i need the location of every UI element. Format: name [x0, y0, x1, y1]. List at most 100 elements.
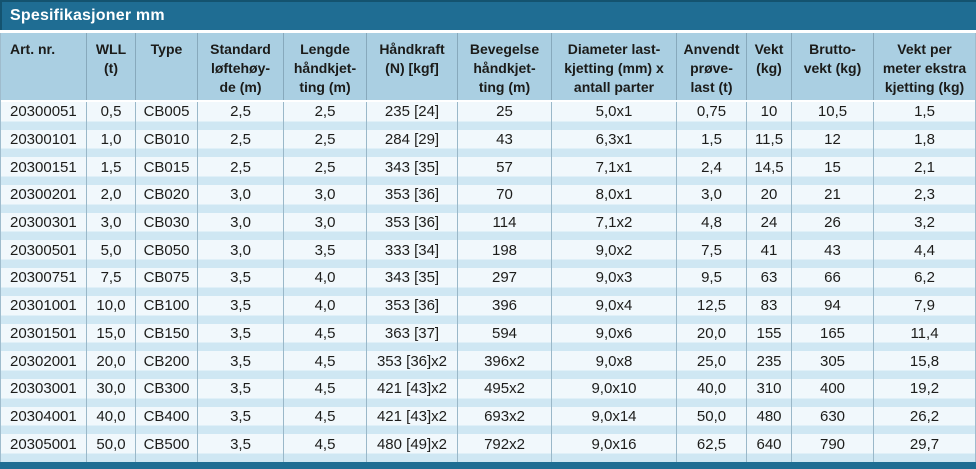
cell-bevegelse-handkjetting: 693x2	[458, 406, 552, 435]
cell-wll: 2,0	[87, 185, 136, 213]
cell-vekt: 640	[747, 434, 792, 462]
cell-anvendt-provelast: 62,5	[677, 434, 747, 462]
cell-lengde-handkjetting: 4,5	[284, 406, 367, 435]
column-header-art-nr: Art. nr.	[1, 33, 87, 100]
cell-standard-loftehoyde: 3,5	[198, 268, 284, 296]
cell-bevegelse-handkjetting: 594	[458, 323, 552, 352]
cell-wll: 15,0	[87, 323, 136, 352]
cell-diameter-lastkjetting: 7,1x2	[552, 212, 677, 241]
cell-art-nr: 20301001	[1, 295, 87, 324]
cell-handkraft: 353 [36]	[367, 295, 458, 324]
cell-bevegelse-handkjetting: 396	[458, 295, 552, 324]
cell-vekt-per-meter: 4,4	[914, 241, 935, 259]
cell-vekt-per-meter: 29,7	[909, 435, 940, 453]
cell-bevegelse-handkjetting: 792x2	[458, 434, 552, 462]
cell-vekt-per-meter: 6,2	[914, 269, 935, 287]
cell-anvendt-provelast: 2,4	[677, 157, 747, 186]
cell-anvendt-provelast: 12,5	[677, 295, 747, 324]
cell-lengde-handkjetting: 2,5	[284, 129, 367, 158]
cell-standard-loftehoyde: 3,5	[198, 295, 284, 324]
cell-anvendt-provelast: 25,0	[677, 351, 747, 379]
cell-wll: 0,5	[87, 102, 136, 130]
cell-diameter-lastkjetting: 9,0x6	[552, 323, 677, 352]
cell-wll: 20,0	[87, 351, 136, 379]
cell-handkraft: 353 [36]	[367, 212, 458, 241]
cell-vekt: 24	[747, 212, 792, 241]
cell-handkraft: 284 [29]	[367, 129, 458, 158]
cell-wll: 30,0	[87, 378, 136, 407]
cell-type: CB050	[136, 240, 198, 269]
column-header-diameter-lastkjetting: Diameter last- kjetting (mm) x antall pa…	[552, 33, 677, 100]
cell-anvendt-provelast: 4,8	[677, 212, 747, 241]
cell-lengde-handkjetting: 3,5	[284, 240, 367, 269]
column-header-bruttovekt: Brutto- vekt (kg)	[792, 33, 874, 100]
cell-type: CB500	[136, 434, 198, 462]
cell-bruttovekt: 630	[792, 406, 874, 435]
cell-type: CB100	[136, 295, 198, 324]
cell-standard-loftehoyde: 3,0	[198, 212, 284, 241]
cell-art-nr: 20300301	[1, 212, 87, 241]
cell-bruttovekt: 26	[792, 212, 874, 241]
cell-anvendt-provelast: 3,0	[677, 185, 747, 213]
divider	[0, 30, 976, 33]
cell-bruttovekt: 15	[792, 157, 874, 186]
cell-diameter-lastkjetting: 9,0x14	[552, 406, 677, 435]
divider	[1, 100, 975, 102]
cell-bevegelse-handkjetting: 198	[458, 240, 552, 269]
cell-art-nr: 20300151	[1, 157, 87, 186]
cell-art-nr: 20303001	[1, 378, 87, 407]
cell-vekt-per-meter: 7,9	[914, 297, 935, 315]
table-row: 20300151 1,5 CB015 2,5 2,5 343 [35] 57 7,1x1 2,4…	[1, 157, 975, 186]
cell-standard-loftehoyde: 3,0	[198, 240, 284, 269]
cell-vekt-per-meter: 1,5	[914, 103, 935, 121]
cell-type: CB300	[136, 378, 198, 407]
cell-type: CB150	[136, 323, 198, 352]
cell-vekt: 480	[747, 406, 792, 435]
cell-anvendt-provelast: 40,0	[677, 378, 747, 407]
table-row: 20302001 20,0 CB200 3,5 4,5 353 [36]x2 396x2 9,…	[1, 351, 975, 379]
cell-lengde-handkjetting: 2,5	[284, 157, 367, 186]
cell-lengde-handkjetting: 4,0	[284, 295, 367, 324]
cell-art-nr: 20305001	[1, 434, 87, 462]
cell-vekt-per-meter: 2,3	[914, 186, 935, 204]
cell-vekt: 83	[747, 295, 792, 324]
cell-vekt: 310	[747, 378, 792, 407]
cell-bevegelse-handkjetting: 297	[458, 268, 552, 296]
cell-bruttovekt: 43	[792, 240, 874, 269]
cell-bevegelse-handkjetting: 495x2	[458, 378, 552, 407]
cell-vekt: 63	[747, 268, 792, 296]
cell-vekt: 14,5	[747, 157, 792, 186]
cell-standard-loftehoyde: 2,5	[198, 102, 284, 130]
table-title-band: Spesifikasjoner mm	[0, 0, 976, 30]
column-header-lengde-handkjetting: Lengde håndkjet- ting (m)	[284, 33, 367, 100]
cell-wll: 1,0	[87, 129, 136, 158]
table-row: 20303001 30,0 CB300 3,5 4,5 421 [43]x2 495x2 9,…	[1, 378, 975, 407]
cell-type: CB020	[136, 185, 198, 213]
cell-standard-loftehoyde: 2,5	[198, 157, 284, 186]
cell-vekt-per-meter: 19,2	[909, 380, 940, 398]
cell-diameter-lastkjetting: 9,0x4	[552, 295, 677, 324]
cell-art-nr: 20301501	[1, 323, 87, 352]
cell-bevegelse-handkjetting: 396x2	[458, 351, 552, 379]
table-row: 20300201 2,0 CB020 3,0 3,0 353 [36] 70 8,0x1 3,0…	[1, 185, 975, 213]
cell-bevegelse-handkjetting: 43	[458, 129, 552, 158]
cell-art-nr: 20300051	[1, 102, 87, 130]
cell-type: CB010	[136, 129, 198, 158]
cell-type: CB075	[136, 268, 198, 296]
cell-art-nr: 20300101	[1, 129, 87, 158]
cell-diameter-lastkjetting: 9,0x16	[552, 434, 677, 462]
cell-bevegelse-handkjetting: 70	[458, 185, 552, 213]
cell-bruttovekt: 790	[792, 434, 874, 462]
cell-bevegelse-handkjetting: 57	[458, 157, 552, 186]
cell-diameter-lastkjetting: 7,1x1	[552, 157, 677, 186]
column-header-wll: WLL (t)	[87, 33, 136, 100]
cell-art-nr: 20304001	[1, 406, 87, 435]
cell-lengde-handkjetting: 4,0	[284, 268, 367, 296]
cell-vekt-per-meter: 26,2	[909, 407, 940, 425]
cell-vekt: 20	[747, 185, 792, 213]
cell-anvendt-provelast: 1,5	[677, 129, 747, 158]
cell-vekt-per-meter: 2,1	[914, 158, 935, 176]
cell-bruttovekt: 66	[792, 268, 874, 296]
cell-diameter-lastkjetting: 9,0x2	[552, 240, 677, 269]
